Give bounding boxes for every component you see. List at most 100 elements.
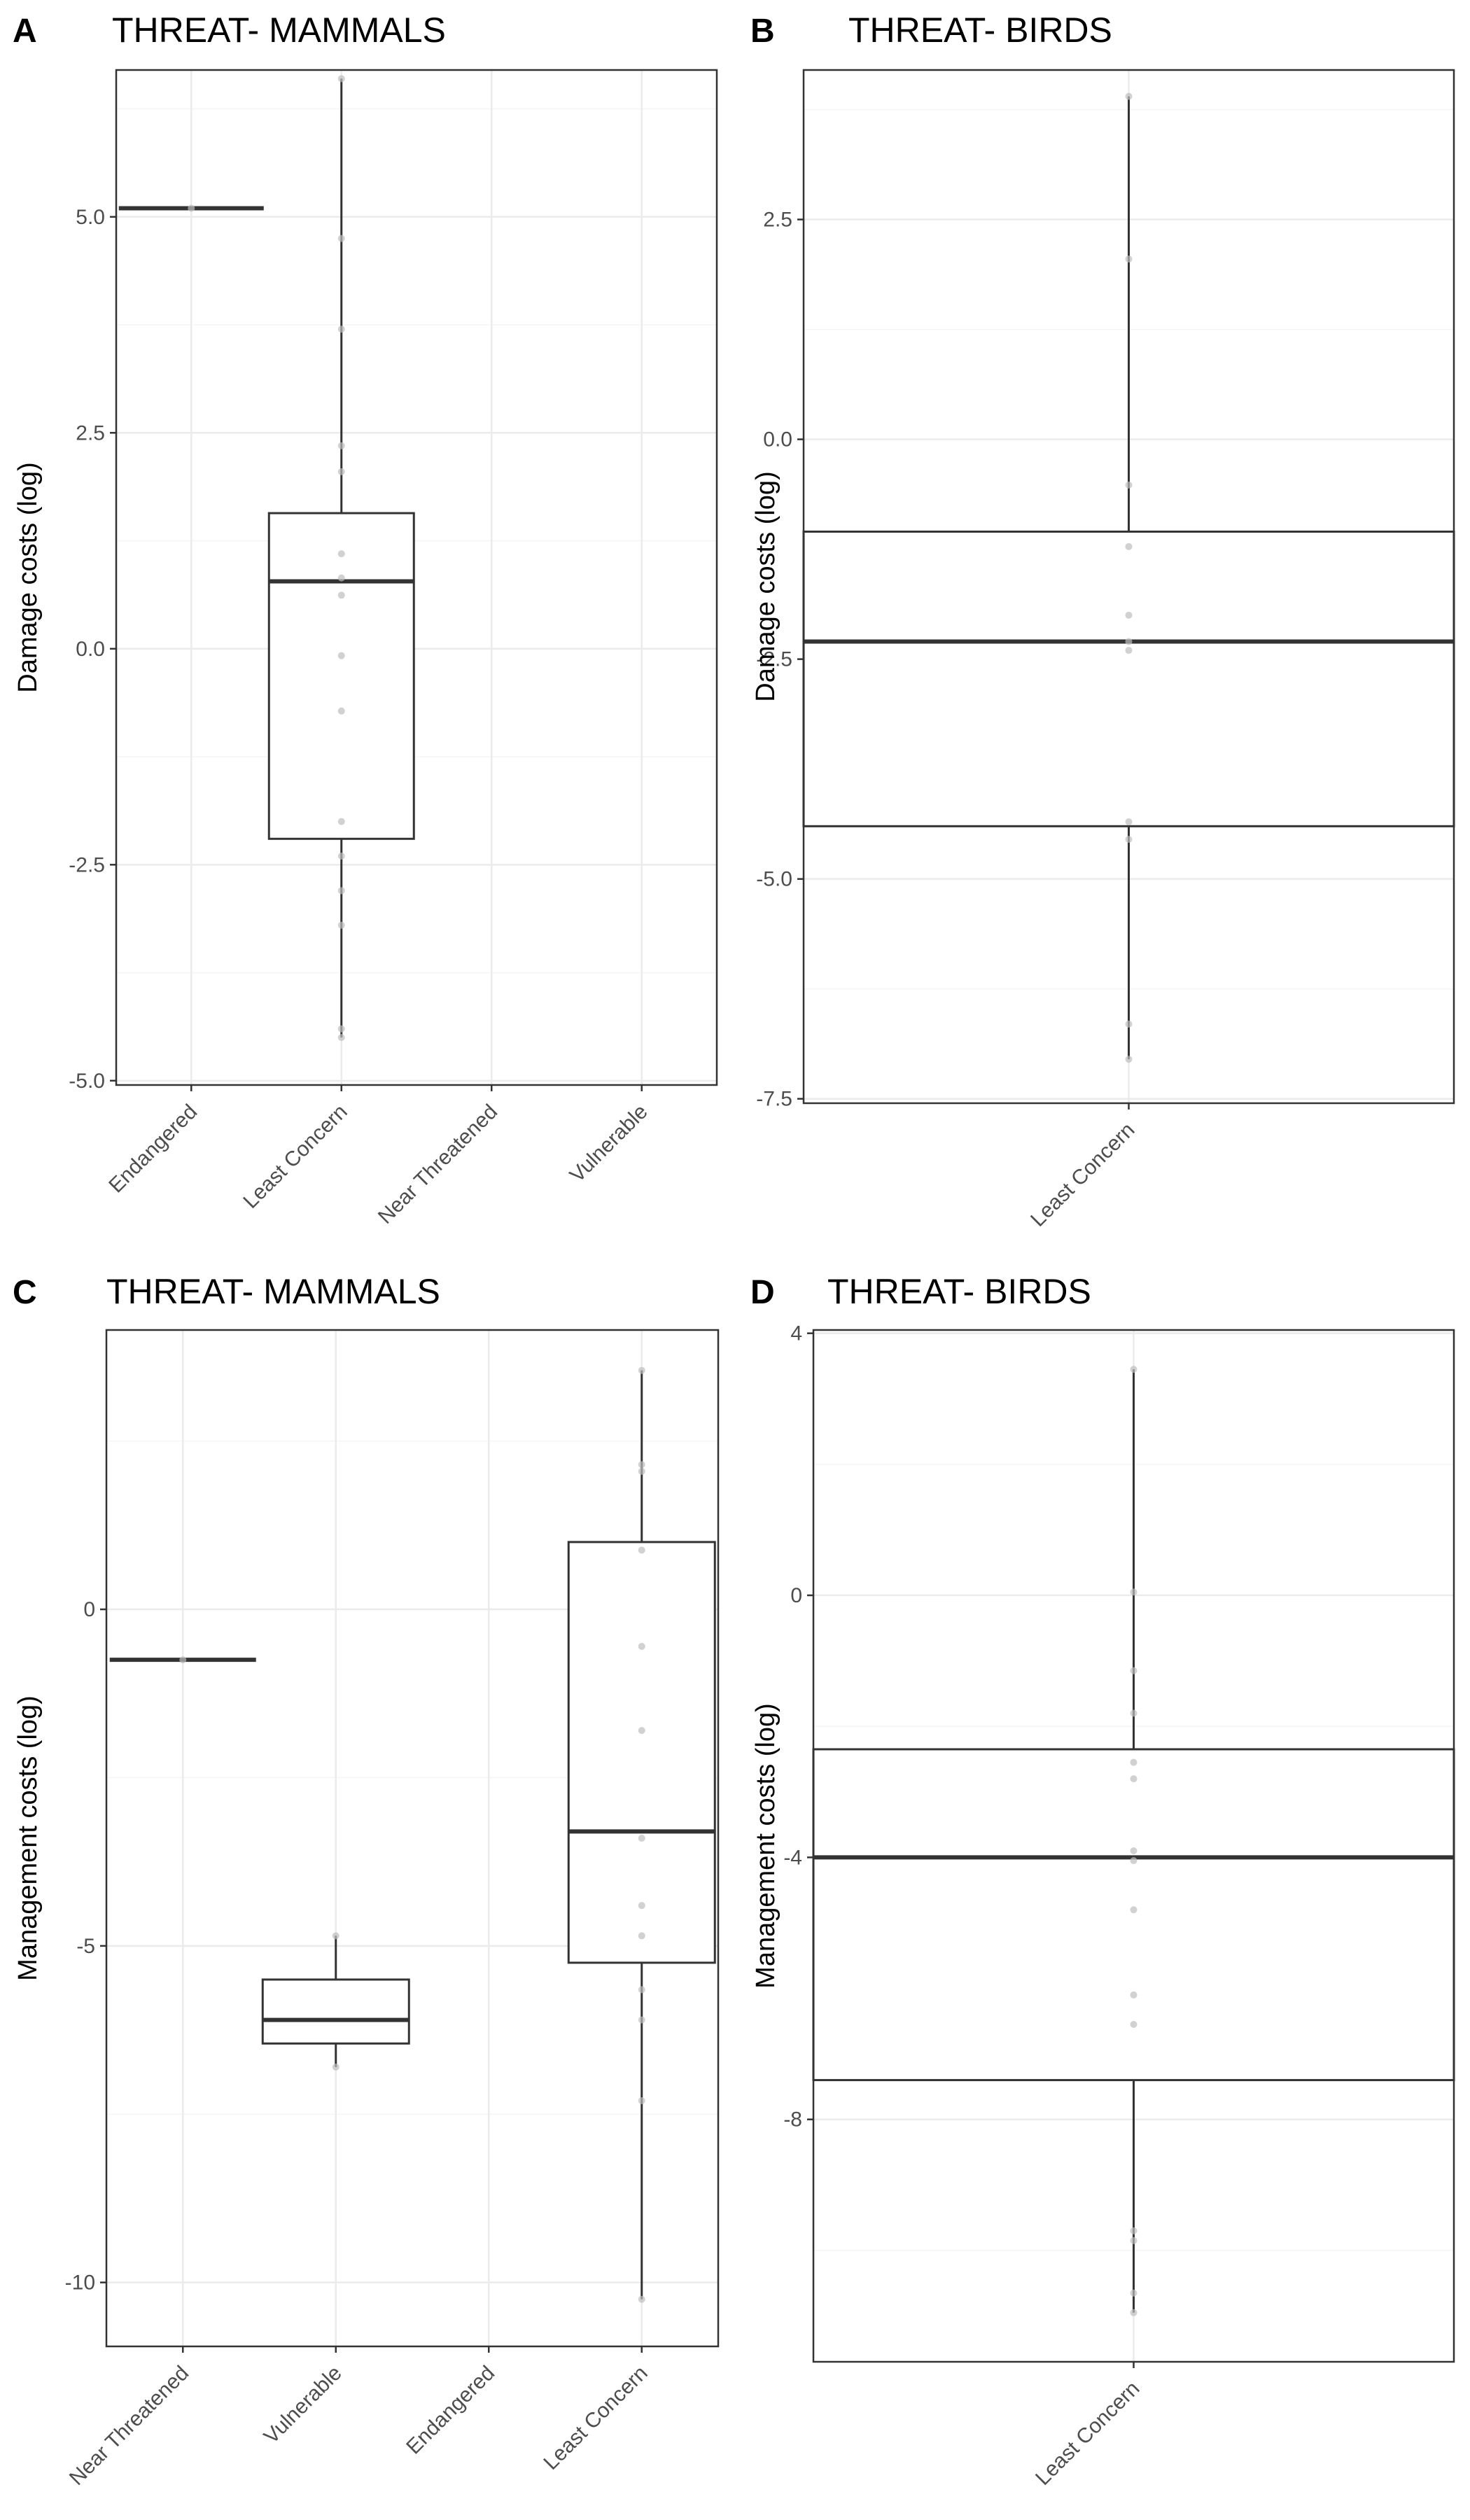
data-point [1130, 2227, 1138, 2234]
y-tick-label: 0.0 [76, 638, 105, 661]
data-point [1125, 542, 1133, 550]
y-tick-label: 0 [83, 1598, 95, 1621]
y-tick-label: -5 [76, 1935, 95, 1958]
box-body [567, 1541, 716, 1964]
data-point [332, 1932, 340, 1940]
box-least-concern [567, 1366, 716, 2303]
data-point [1125, 1020, 1133, 1028]
box-body [812, 1748, 1455, 2082]
data-point [1130, 1709, 1138, 1717]
y-tick-label: -7.5 [756, 1088, 792, 1111]
panel-title: THREAT- MAMMALS [112, 10, 446, 50]
data-point [638, 1461, 645, 1469]
data-point [179, 1656, 187, 1664]
y-tick-label: 4 [790, 1322, 802, 1345]
panel-letter: C [13, 1274, 37, 1311]
data-point [337, 75, 345, 83]
y-axis-title: Management costs (log) [13, 1695, 43, 1981]
box-body [267, 512, 415, 840]
y-tick-label: -2.5 [756, 648, 792, 671]
data-point [1130, 1857, 1138, 1865]
data-point [638, 2016, 645, 2024]
y-tick-label: -2.5 [69, 853, 105, 876]
y-tick-label: 5.0 [76, 206, 105, 229]
panel-title: THREAT- BIRDS [848, 10, 1112, 50]
data-point [1130, 1366, 1138, 1373]
y-tick-label: 0.0 [763, 428, 792, 451]
data-point [638, 1986, 645, 1994]
panel-title: THREAT- MAMMALS [106, 1272, 440, 1311]
data-point [337, 707, 345, 715]
data-point [188, 204, 195, 212]
panel-title: THREAT- BIRDS [827, 1272, 1091, 1311]
data-point [337, 818, 345, 825]
y-tick-label: -5.0 [756, 868, 792, 891]
panel-letter: D [750, 1274, 775, 1311]
data-point [1130, 2309, 1138, 2316]
data-point [1130, 1775, 1138, 1783]
x-tick-label: Near Threatened [374, 1100, 502, 1228]
box-body [802, 530, 1455, 827]
box-near-threatened [109, 1656, 256, 1664]
y-axis-title: Management costs (log) [751, 1703, 780, 1989]
data-point [337, 887, 345, 895]
data-point [337, 592, 345, 599]
y-tick-label: 2.5 [76, 421, 105, 444]
panel-letter: A [13, 13, 37, 50]
data-point [337, 442, 345, 449]
panel-border [105, 1329, 720, 2348]
data-point [638, 2295, 645, 2303]
data-point [1130, 2236, 1138, 2244]
data-point [1125, 92, 1133, 100]
data-point [638, 1642, 645, 1650]
box-body [261, 1978, 410, 2045]
x-tick-label: Least Concern [239, 1100, 351, 1213]
data-point [337, 1034, 345, 1042]
y-axis-title: Damage costs (log) [751, 471, 780, 701]
data-point [1125, 638, 1133, 645]
data-point [337, 574, 345, 582]
data-point [1130, 2289, 1138, 2297]
data-point [332, 2063, 340, 2071]
x-tick-label: Endangered [402, 2362, 499, 2459]
y-tick-label: 2.5 [763, 209, 792, 232]
data-point [1125, 1056, 1133, 1063]
data-point [337, 1025, 345, 1032]
box-vulnerable [261, 1932, 410, 2071]
y-tick-label: -10 [65, 2272, 95, 2295]
data-point [1130, 1667, 1138, 1674]
panel-letter: B [750, 13, 775, 50]
panel-c: C THREAT- MAMMALS 0 -5 -10 Near Threatened Vul… [13, 1272, 720, 2490]
data-point [337, 234, 345, 242]
data-point [337, 550, 345, 558]
data-point [638, 1902, 645, 1910]
panel-a: A THREAT- MAMMALS 5.0 2.5 0.0 -2.5 -5.0 Endange… [13, 10, 718, 1228]
data-point [1130, 1906, 1138, 1914]
data-point [1125, 255, 1133, 263]
data-point [638, 1467, 645, 1475]
box-least-concern [812, 1366, 1455, 2316]
x-tick-label: Vulnerable [260, 2362, 346, 2449]
panel-border [115, 69, 718, 1086]
y-axis-title: Damage costs (log) [13, 462, 43, 692]
box-endangered [118, 204, 264, 212]
data-point [1130, 2021, 1138, 2029]
data-point [638, 1727, 645, 1735]
y-tick-label: -5.0 [69, 1070, 105, 1093]
data-point [337, 326, 345, 333]
plot-background [116, 70, 717, 1085]
y-tick-label: -8 [783, 2108, 802, 2132]
x-tick-label: Least Concern [1031, 2377, 1144, 2490]
panel-d: D THREAT- BIRDS 4 0 -4 -8 Least Concern Managem… [750, 1272, 1455, 2490]
data-point [1130, 1847, 1138, 1855]
x-tick-label: Near Threatened [65, 2362, 193, 2490]
data-point [1125, 836, 1133, 844]
x-tick-label: Least Concern [539, 2362, 652, 2474]
x-tick-label: Least Concern [1026, 1119, 1139, 1231]
y-tick-label: -4 [783, 1846, 802, 1869]
data-point [638, 2097, 645, 2105]
data-point [638, 1546, 645, 1554]
data-point [638, 1835, 645, 1842]
data-point [1125, 818, 1133, 826]
